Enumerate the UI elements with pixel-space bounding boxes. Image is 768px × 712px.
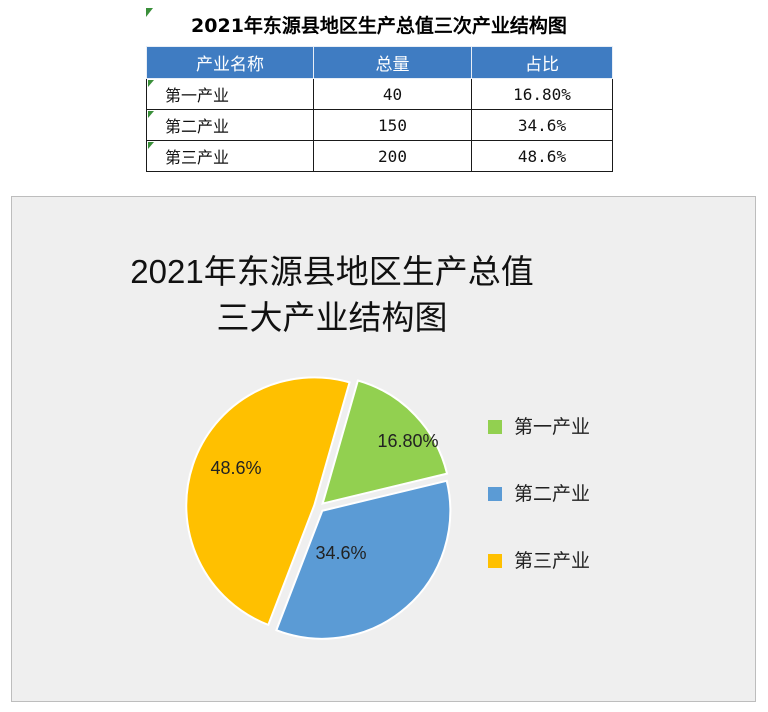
- cell-industry: 第二产业: [146, 109, 314, 141]
- chart-title-line2: 三大产业结构图: [216, 299, 448, 336]
- table-title: 2021年东源县地区生产总值三次产业结构图: [191, 15, 567, 37]
- pie-slice-2: [275, 479, 452, 640]
- data-table: 产业名称 总量 占比 第一产业 40 16.80% 第二产业 150 34.6%…: [146, 46, 613, 172]
- cell-share: 16.80%: [471, 78, 613, 110]
- legend-swatch: [488, 554, 502, 568]
- legend-label: 第一产业: [514, 416, 591, 438]
- cell-total: 200: [313, 140, 472, 172]
- data-label-3: 48.6%: [210, 458, 261, 478]
- cell-total: 150: [313, 109, 472, 141]
- cell-share: 34.6%: [471, 109, 613, 141]
- cell-industry: 第三产业: [146, 140, 314, 172]
- chart-title: 2021年东源县地区生产总值 三大产业结构图: [72, 249, 592, 341]
- data-label-2: 34.6%: [315, 543, 366, 563]
- legend-label: 第三产业: [514, 550, 591, 572]
- pie-chart: 16.80% 34.6% 48.6%: [185, 376, 452, 640]
- chart-title-line1: 2021年东源县地区生产总值: [130, 253, 534, 290]
- header-industry: 产业名称: [146, 46, 314, 79]
- cell-share: 48.6%: [471, 140, 613, 172]
- legend-swatch: [488, 420, 502, 434]
- chart-area: 2021年东源县地区生产总值 三大产业结构图 16.80% 34.6% 48.6% …: [11, 196, 756, 702]
- cell-total: 40: [313, 78, 472, 110]
- table-row: 第三产业 200 48.6%: [146, 140, 613, 172]
- header-total: 总量: [313, 46, 472, 79]
- legend-label: 第二产业: [514, 483, 591, 505]
- data-label-1: 16.80%: [377, 431, 438, 451]
- legend-swatch: [488, 487, 502, 501]
- pie-slice-1: [321, 379, 449, 505]
- cell-industry: 第一产业: [146, 78, 314, 110]
- table-row: 第一产业 40 16.80%: [146, 78, 613, 110]
- corner-marker: [146, 8, 153, 17]
- pie-slice-3: [185, 376, 351, 627]
- table-row: 第二产业 150 34.6%: [146, 109, 613, 141]
- header-share: 占比: [471, 46, 613, 79]
- table-header-row: 产业名称 总量 占比: [146, 46, 613, 79]
